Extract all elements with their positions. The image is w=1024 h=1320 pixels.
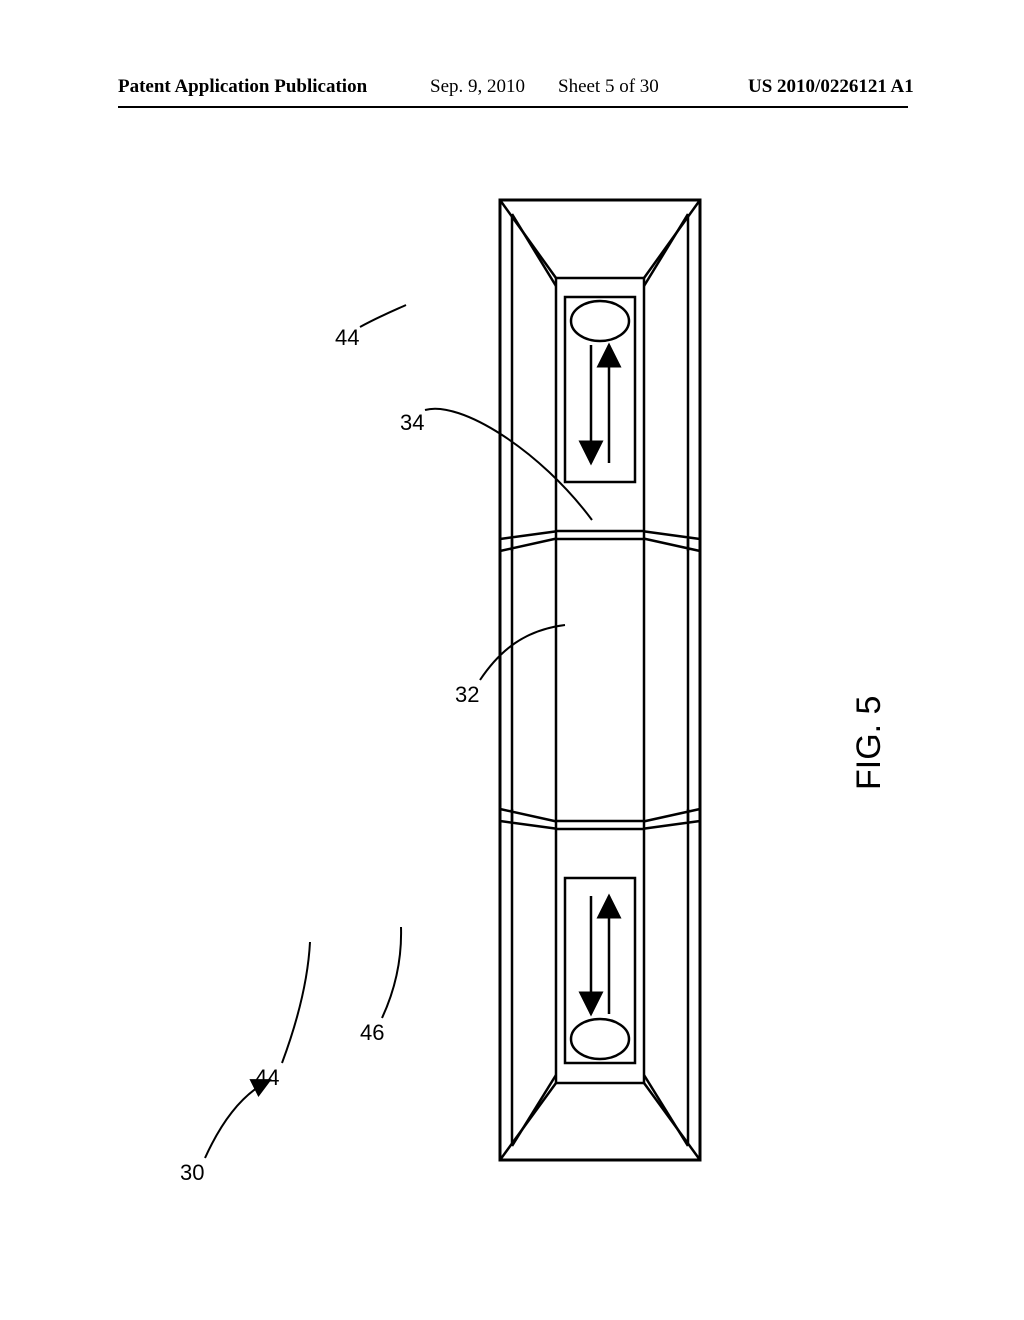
svg-text:FIG. 5: FIG. 5 [850,696,888,790]
header-rule [118,106,908,108]
svg-text:44: 44 [255,1065,279,1090]
header-sheet: Sheet 5 of 30 [558,76,659,98]
figure-5: 30 44 46 32 34 44 FIG. 5 [120,170,910,1220]
svg-text:32: 32 [455,682,479,707]
header-left: Patent Application Publication [118,76,367,98]
header-pubno: US 2010/0226121 A1 [748,76,914,98]
header-date: Sep. 9, 2010 [430,76,525,98]
svg-text:46: 46 [360,1020,384,1045]
svg-text:34: 34 [400,410,424,435]
patent-page: { "header": { "left": "Patent Applicatio… [0,0,1024,1320]
svg-text:30: 30 [180,1160,204,1185]
figure-svg: 30 44 46 32 34 44 FIG. 5 [120,170,910,1220]
svg-text:44: 44 [335,325,359,350]
